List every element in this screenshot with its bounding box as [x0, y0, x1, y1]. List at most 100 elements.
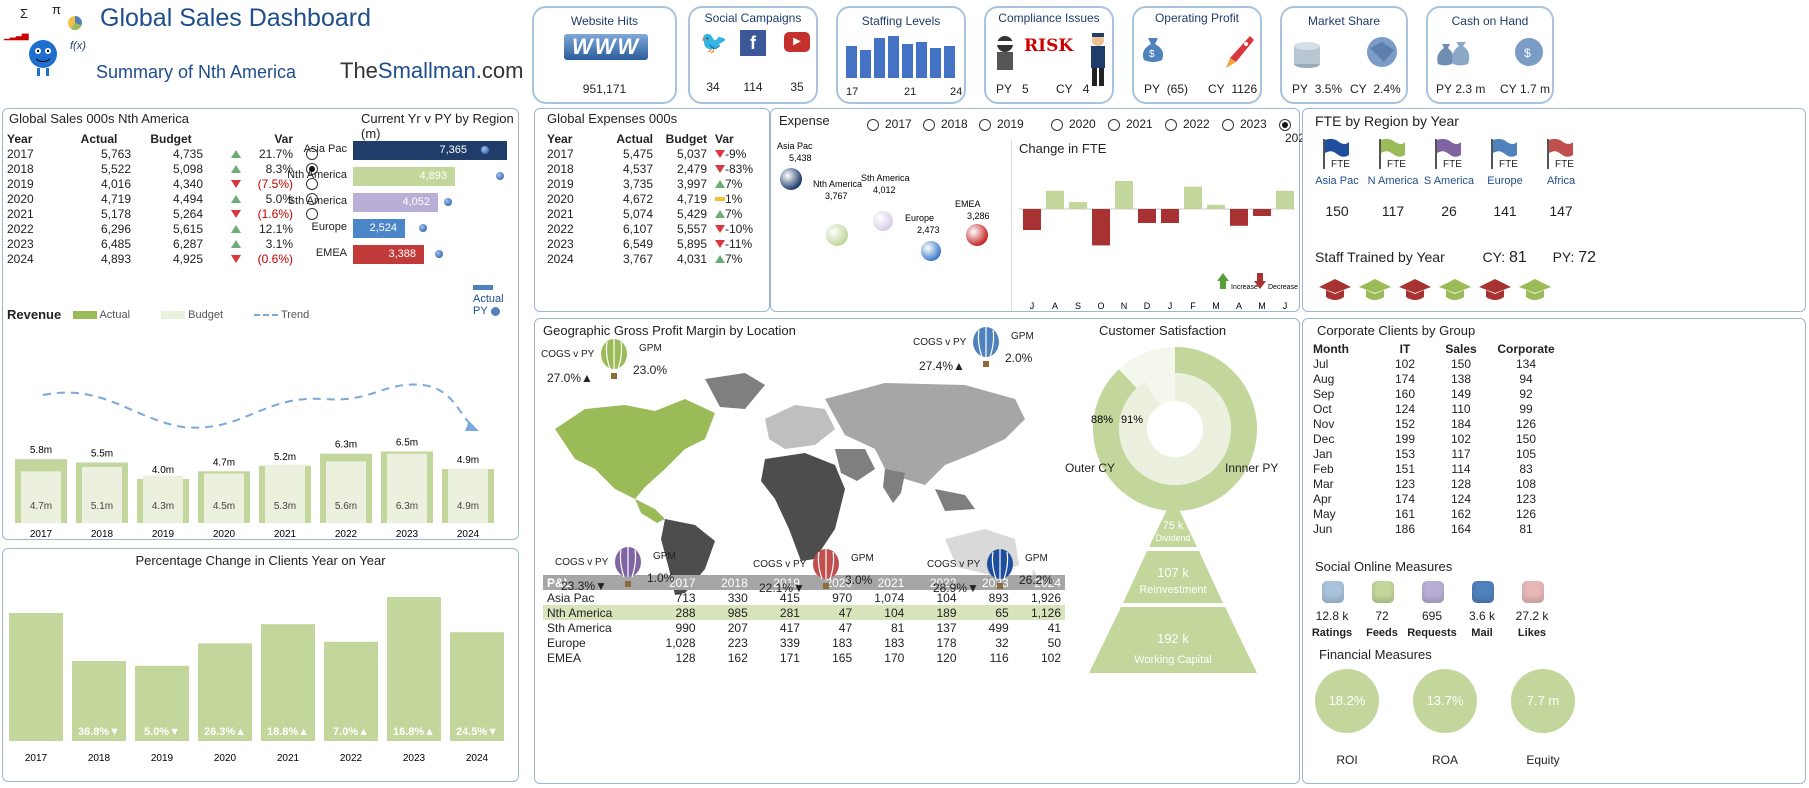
hot-air-balloon-icon [601, 339, 627, 379]
col-actual: Actual [80, 131, 118, 146]
pnl-value-cell: 415 [779, 590, 800, 605]
year-radio-option[interactable]: 2020 [1051, 117, 1096, 131]
year-radio-button[interactable] [1051, 118, 1063, 131]
star-icon [1322, 581, 1344, 603]
year-radio-button[interactable] [979, 118, 991, 131]
corporate-table: Month IT Sales Corporate Jul 102 150 134 Aug… [1309, 341, 1563, 536]
gpm-value: 3.0% [845, 573, 873, 587]
fte-flag-item[interactable]: FTE Africa 147 [1533, 137, 1589, 237]
kpi-social-campaigns[interactable]: Social Campaigns 🐦 f ▶ 34 114 35 [688, 6, 818, 104]
fte-change-bar [1161, 209, 1179, 223]
cy-value: 1.7 m [1520, 82, 1551, 96]
region-radio-cell [297, 161, 327, 176]
year-radio-button[interactable] [1165, 118, 1177, 131]
expense-bubble[interactable] [966, 224, 988, 246]
kpi-market-share[interactable]: Market Share PY 3.5% CY 2.4% [1280, 6, 1408, 104]
fte-region-title: FTE by Region by Year [1315, 113, 1459, 129]
graduation-cap-icon [1359, 279, 1391, 300]
gpm-balloon-group[interactable]: COGS v PY 27.4%▲ GPM 2.0% [913, 327, 1063, 387]
year-radio-option[interactable]: 2017 [867, 117, 912, 131]
social-measure-item[interactable]: 695 Requests [1407, 581, 1457, 645]
region-radio-button[interactable] [306, 148, 318, 161]
year-radio-button[interactable] [867, 118, 879, 131]
social-measure-item[interactable]: 72 Feeds [1357, 581, 1407, 645]
flag-label: FTE [1499, 159, 1518, 170]
trend-arrow [465, 421, 479, 431]
financial-label: Equity [1526, 753, 1560, 767]
year-radio-option[interactable]: 2022 [1165, 117, 1210, 131]
kpi-title: Market Share [1307, 14, 1381, 28]
pnl-header-cell: 2021 [877, 575, 905, 590]
month-label: A [1052, 301, 1058, 311]
year-radio-option[interactable]: 2023 [1222, 117, 1267, 131]
social-measure-item[interactable]: 27.2 k Likes [1507, 581, 1557, 645]
hot-air-balloon-icon [615, 547, 641, 587]
year-radio-option[interactable]: 2021 [1108, 117, 1153, 131]
region-bar[interactable]: 4,893 [353, 167, 455, 186]
kpi-compliance-issues[interactable]: Compliance Issues RISK PY 5 CY 4 [984, 6, 1114, 104]
financial-measure[interactable]: 13.7% ROA [1409, 665, 1489, 783]
expense-bubble[interactable] [873, 211, 893, 231]
expense-bubble[interactable] [826, 224, 848, 246]
var-cell: -11% [711, 236, 765, 251]
fte-flag-item[interactable]: FTE S America 26 [1421, 137, 1477, 237]
clients-bar [9, 613, 63, 741]
budget-cell: 4,494 [172, 191, 203, 206]
fte-flag-item[interactable]: FTE Asia Pac 150 [1309, 137, 1365, 237]
kpi-cash-on-hand[interactable]: Cash on Hand $ PY 2.3 m CY 1.7 m [1426, 6, 1554, 104]
gpm-balloon-group[interactable]: COGS v PY 23.3%▼ GPM 1.0% [555, 547, 705, 607]
year-radio-button[interactable] [1279, 118, 1291, 131]
expense-bubble[interactable] [921, 241, 941, 261]
region-radio-button[interactable] [306, 193, 318, 206]
down-arrow-icon [715, 164, 725, 173]
staff-trained-row: Staff Trained by Year CY: 81 PY: 72 [1315, 249, 1596, 267]
var-value: 12.1% [258, 221, 293, 236]
year-radio-button[interactable] [1222, 118, 1234, 131]
year-radio-option[interactable]: 2019 [979, 117, 1024, 131]
year-radio-button[interactable] [923, 118, 935, 131]
region-bar[interactable]: 3,388 [353, 245, 424, 264]
region-fte-value: 141 [1493, 203, 1517, 219]
social-measure-item[interactable]: 12.8 k Ratings [1307, 581, 1357, 645]
year-cell: 2024 [7, 251, 34, 266]
financial-measure[interactable]: 7.7 m Equity [1507, 665, 1587, 783]
region-bar[interactable]: 4,052 [353, 193, 438, 212]
gpm-balloon-group[interactable]: COGS v PY 27.0%▲ GPM 23.0% [541, 339, 691, 399]
year-label: 2018 [88, 753, 111, 764]
staffing-bar [846, 46, 857, 78]
fte-flag-item[interactable]: FTE N America 117 [1365, 137, 1421, 237]
staffing-bar [860, 50, 871, 78]
budget-label: 5.6m [335, 501, 357, 512]
var-cell: -10% [711, 221, 765, 236]
social-measure-item[interactable]: 3.6 k Mail [1457, 581, 1507, 645]
cogs-value: 23.3%▼ [561, 579, 607, 593]
actual-cell: 6,107 [622, 221, 653, 236]
expenses-title: Global Expenses 000s [547, 111, 678, 126]
gpm-balloon-group[interactable]: COGS v PY 28.9%▼ GPM 26.2% [927, 549, 1077, 609]
var-cell: -83% [711, 161, 765, 176]
financial-measure[interactable]: 18.2% ROI [1311, 665, 1391, 783]
region-radio-button[interactable] [306, 178, 318, 191]
region-radio-button[interactable] [306, 208, 318, 221]
gpm-balloon-group[interactable]: COGS v PY 22.1%▼ GPM 3.0% [753, 549, 903, 609]
bubble-name: EMEA [955, 199, 981, 209]
region-bar[interactable]: 7,365 [353, 141, 507, 160]
region-bar[interactable]: 2,524 [353, 219, 405, 238]
count-cell: 94 [1519, 371, 1533, 386]
fte-change-bar [1207, 204, 1225, 209]
pnl-region-cell: Asia Pac [547, 590, 595, 605]
year-radio-button[interactable] [1108, 118, 1120, 131]
corporate-row: Aug 174 138 94 [1309, 371, 1563, 386]
kpi-website-hits[interactable]: Website Hits WWW 951,171 [532, 6, 677, 104]
kpi-operating-profit[interactable]: Operating Profit $ PY (65) CY 1126 [1132, 6, 1262, 104]
year-radio-label: 2018 [941, 117, 968, 131]
decrease-arrow-icon [1254, 273, 1266, 289]
pnl-value-cell: 120 [936, 650, 957, 665]
region-radio-button[interactable] [306, 163, 318, 176]
pnl-value-cell: 41 [1047, 620, 1061, 635]
year-label: 2022 [340, 753, 363, 764]
expense-bubble[interactable] [780, 168, 802, 190]
kpi-staffing-levels[interactable]: Staffing Levels 17 21 24 [836, 6, 966, 104]
year-radio-option[interactable]: 2018 [923, 117, 968, 131]
fte-flag-item[interactable]: FTE Europe 141 [1477, 137, 1533, 237]
